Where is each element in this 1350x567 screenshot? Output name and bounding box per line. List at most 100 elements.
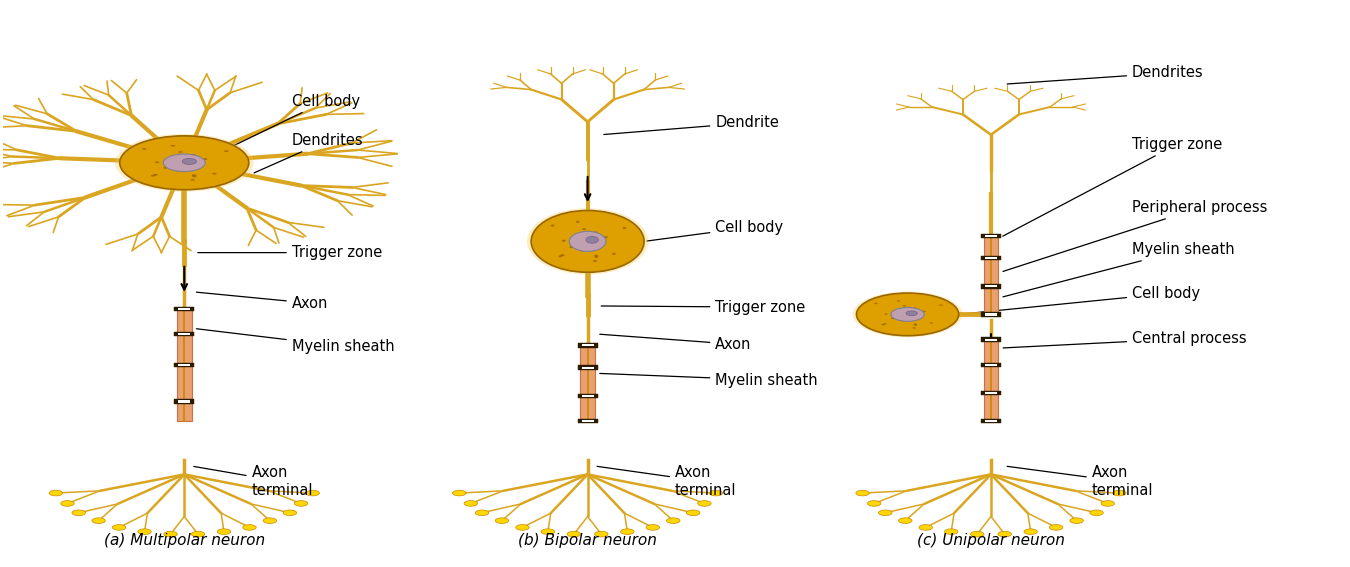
Bar <box>984 340 999 365</box>
Circle shape <box>971 531 984 537</box>
Text: Myelin sheath: Myelin sheath <box>1003 242 1235 297</box>
Ellipse shape <box>892 313 895 314</box>
Ellipse shape <box>882 324 884 325</box>
Bar <box>981 234 1002 238</box>
Ellipse shape <box>922 311 926 312</box>
Bar <box>582 367 594 369</box>
Bar <box>582 420 594 422</box>
Bar <box>984 258 999 286</box>
Ellipse shape <box>913 327 917 329</box>
Text: Axon: Axon <box>197 292 328 311</box>
Bar <box>177 365 192 401</box>
Bar <box>174 363 194 367</box>
Bar <box>984 286 999 314</box>
Bar <box>984 393 999 421</box>
Ellipse shape <box>856 293 958 336</box>
Ellipse shape <box>914 324 918 326</box>
Bar <box>986 235 998 237</box>
Bar <box>582 344 594 346</box>
Circle shape <box>856 490 869 496</box>
Bar <box>582 395 594 397</box>
Text: Cell body: Cell body <box>961 286 1200 314</box>
Bar <box>580 345 595 368</box>
Ellipse shape <box>163 154 205 172</box>
Bar <box>177 309 192 334</box>
Circle shape <box>945 529 958 535</box>
Ellipse shape <box>940 304 942 306</box>
Circle shape <box>306 490 320 496</box>
Ellipse shape <box>559 255 563 257</box>
Ellipse shape <box>192 154 196 156</box>
Ellipse shape <box>170 145 176 147</box>
Circle shape <box>61 501 74 506</box>
Circle shape <box>1089 510 1103 515</box>
Bar <box>981 337 1002 342</box>
Ellipse shape <box>570 246 574 248</box>
Circle shape <box>284 510 297 515</box>
Circle shape <box>475 510 489 515</box>
Bar <box>580 368 595 396</box>
Circle shape <box>879 510 892 515</box>
Bar <box>981 419 1002 424</box>
Bar <box>174 332 194 336</box>
Ellipse shape <box>891 318 895 319</box>
Circle shape <box>594 531 608 537</box>
Circle shape <box>92 518 105 523</box>
Bar <box>986 392 998 394</box>
Text: (b) Bipolar neuron: (b) Bipolar neuron <box>518 532 657 548</box>
Ellipse shape <box>900 320 904 321</box>
Ellipse shape <box>570 231 606 251</box>
Ellipse shape <box>896 300 900 302</box>
Ellipse shape <box>875 303 878 304</box>
Bar <box>986 257 998 259</box>
Circle shape <box>163 531 177 537</box>
Circle shape <box>192 531 205 537</box>
Ellipse shape <box>192 175 197 177</box>
Ellipse shape <box>582 228 586 230</box>
Circle shape <box>621 529 634 535</box>
Ellipse shape <box>182 159 197 164</box>
Ellipse shape <box>526 208 648 274</box>
Ellipse shape <box>622 227 626 229</box>
Ellipse shape <box>120 136 248 190</box>
Text: Cell body: Cell body <box>647 220 783 241</box>
Ellipse shape <box>151 175 155 177</box>
Bar <box>986 420 998 422</box>
Circle shape <box>567 531 580 537</box>
Circle shape <box>452 490 466 496</box>
Text: Dendrites: Dendrites <box>254 133 363 173</box>
Bar <box>981 256 1002 260</box>
Bar <box>174 399 194 404</box>
Ellipse shape <box>562 240 566 242</box>
Text: Myelin sheath: Myelin sheath <box>197 329 394 354</box>
Ellipse shape <box>560 254 564 256</box>
Bar <box>578 419 598 424</box>
Ellipse shape <box>155 161 159 163</box>
Ellipse shape <box>903 305 906 307</box>
Circle shape <box>1102 501 1115 506</box>
Circle shape <box>698 501 711 506</box>
Circle shape <box>263 518 277 523</box>
Circle shape <box>516 524 529 530</box>
Ellipse shape <box>913 307 917 309</box>
Bar <box>986 313 998 315</box>
Ellipse shape <box>176 170 181 172</box>
Bar <box>986 285 998 287</box>
Bar <box>981 312 1002 316</box>
Circle shape <box>495 518 509 523</box>
Ellipse shape <box>853 291 963 337</box>
Ellipse shape <box>570 239 574 242</box>
Ellipse shape <box>192 174 196 176</box>
Text: Dendrite: Dendrite <box>603 116 779 134</box>
Circle shape <box>1071 518 1083 523</box>
Bar <box>580 396 595 421</box>
Bar <box>981 391 1002 395</box>
Circle shape <box>998 531 1011 537</box>
Ellipse shape <box>165 161 169 163</box>
Bar <box>177 334 192 365</box>
Bar <box>986 364 998 366</box>
Text: Dendrites: Dendrites <box>1007 65 1204 84</box>
Ellipse shape <box>930 322 933 324</box>
Ellipse shape <box>212 173 216 175</box>
Circle shape <box>1112 490 1126 496</box>
